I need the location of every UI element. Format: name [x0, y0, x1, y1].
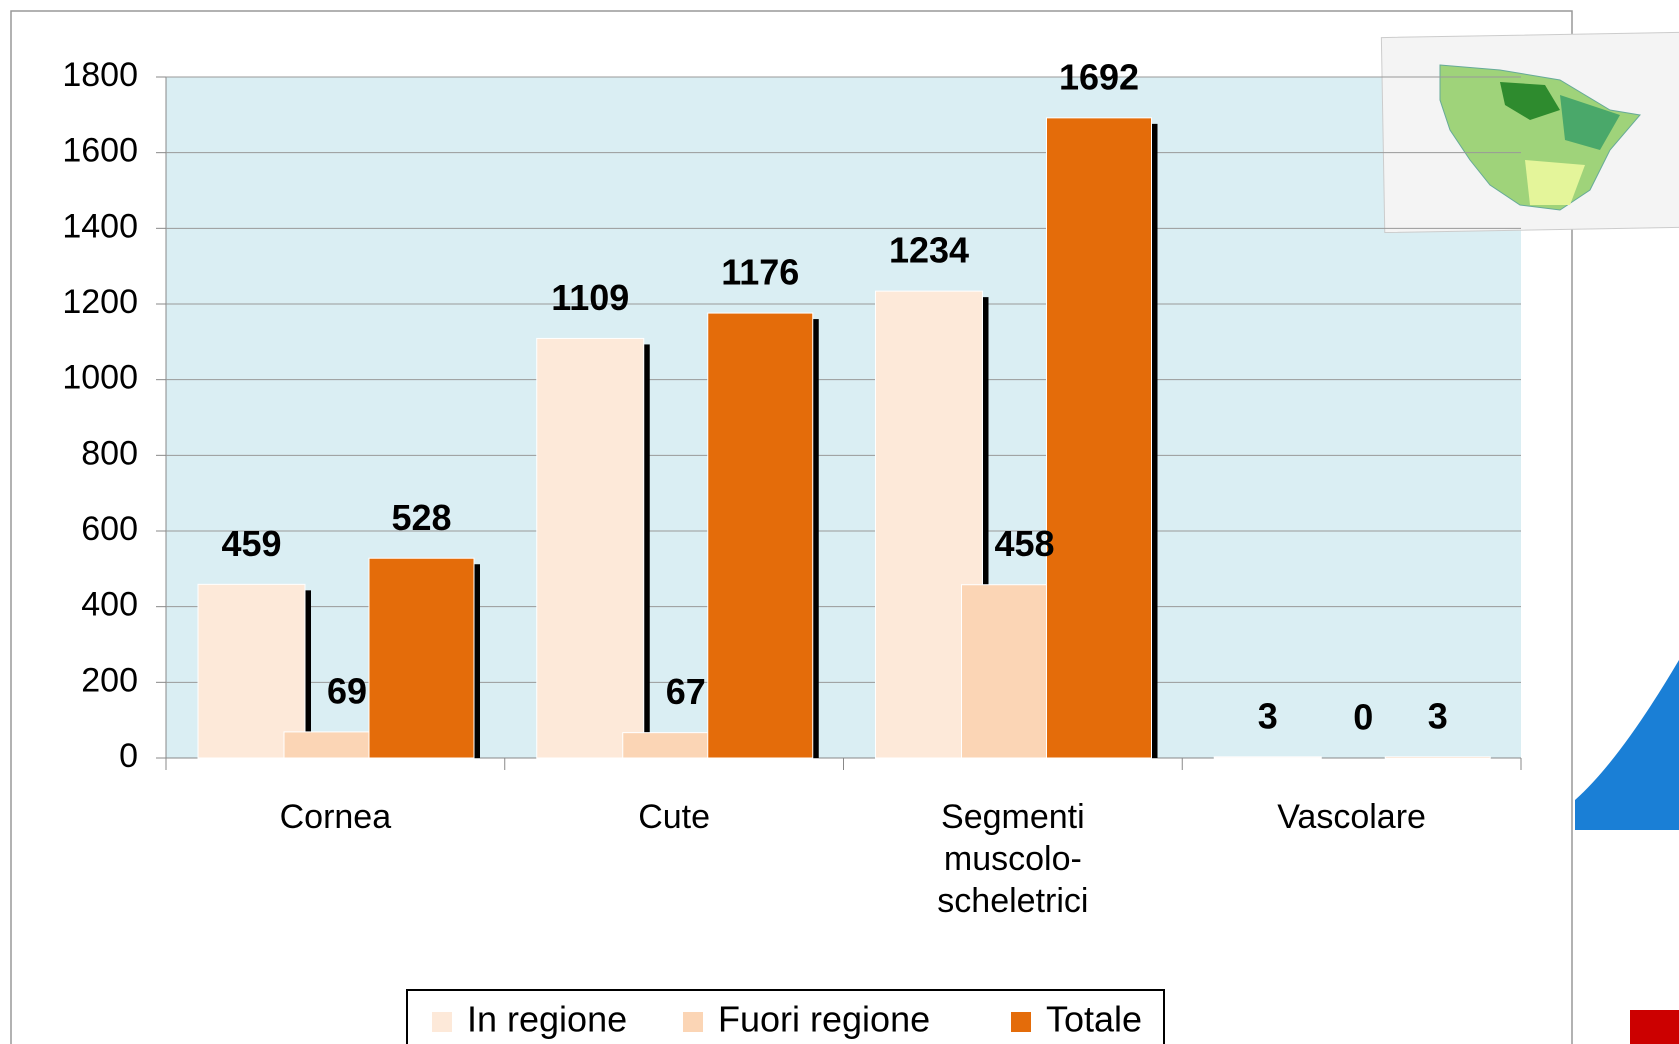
legend-label: Fuori regione — [718, 999, 930, 1040]
data-label: 3 — [1428, 695, 1448, 736]
bar-shadow — [643, 344, 650, 758]
bar — [197, 583, 306, 759]
bar-shadow — [982, 297, 989, 758]
legend-label: In regione — [467, 999, 627, 1040]
x-tick-label: Vascolare — [1277, 798, 1426, 836]
y-tick-label: 1000 — [62, 359, 138, 397]
bar-shadow — [474, 564, 480, 758]
data-label: 69 — [327, 670, 367, 711]
data-label: 3 — [1258, 695, 1278, 736]
map-thumbnail — [1380, 31, 1679, 234]
bar-shadow — [305, 590, 311, 758]
data-label: 458 — [994, 523, 1054, 564]
bar — [536, 337, 645, 759]
y-tick-label: 600 — [81, 510, 138, 548]
legend-swatch — [683, 1012, 703, 1032]
bar-shadow — [812, 319, 819, 758]
y-tick-label: 200 — [81, 661, 138, 699]
logo-shape — [1630, 1010, 1679, 1044]
x-tick-label: Segmenti muscolo-scheletrici — [937, 798, 1089, 920]
bar — [368, 557, 475, 759]
legend-swatch — [1011, 1012, 1031, 1032]
bar — [707, 312, 814, 759]
legend-swatch — [432, 1012, 452, 1032]
bar — [1384, 756, 1491, 759]
x-tick-label: Cute — [638, 798, 711, 836]
x-tick-label: Cornea — [279, 798, 392, 836]
data-label: 67 — [666, 671, 706, 712]
y-tick-label: 1800 — [62, 56, 138, 94]
bar — [283, 731, 371, 759]
y-tick-label: 1200 — [62, 283, 138, 321]
bar-shadow — [1151, 123, 1158, 759]
data-label: 1234 — [889, 230, 969, 271]
bar — [961, 584, 1048, 759]
logo-shape — [1575, 660, 1679, 830]
y-tick-label: 1400 — [62, 207, 138, 245]
bar — [622, 732, 710, 759]
y-tick-label: 400 — [81, 586, 138, 624]
y-tick-label: 0 — [119, 737, 138, 775]
legend-label: Totale — [1046, 999, 1142, 1040]
y-tick-label: 1600 — [62, 132, 138, 170]
data-label: 459 — [221, 523, 281, 564]
data-label: 1176 — [721, 252, 799, 293]
bar — [1213, 756, 1322, 759]
data-label: 1109 — [551, 277, 629, 318]
data-label: 0 — [1353, 697, 1373, 738]
data-label: 1692 — [1059, 56, 1139, 97]
y-tick-label: 800 — [81, 434, 138, 472]
data-label: 528 — [391, 497, 451, 538]
legend — [406, 989, 1165, 1044]
bar — [1046, 117, 1152, 759]
